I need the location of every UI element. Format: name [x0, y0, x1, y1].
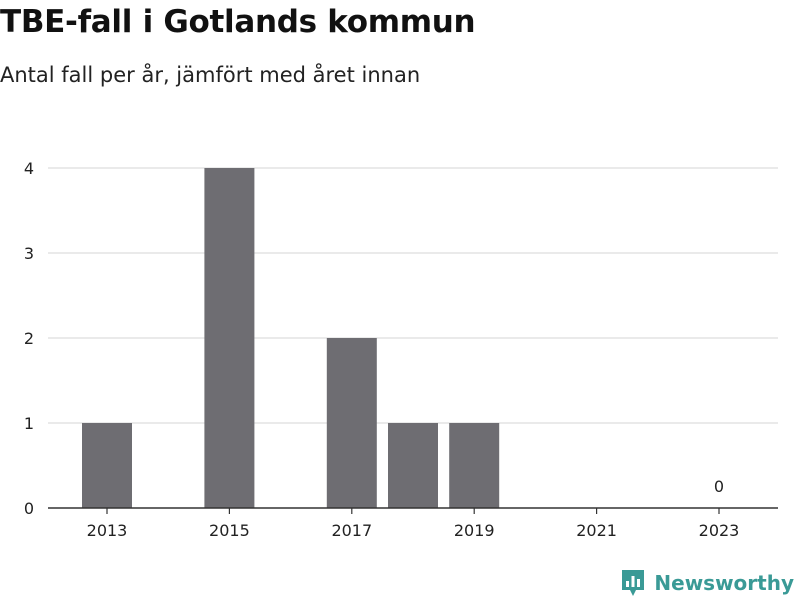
x-tick-label: 2019	[454, 521, 495, 540]
bar	[82, 423, 132, 508]
newsworthy-logo-icon	[622, 570, 645, 596]
bar	[449, 423, 500, 508]
y-tick-label: 3	[24, 244, 34, 263]
chart-title: TBE-fall i Gotlands kommun	[0, 4, 476, 40]
x-tick-label: 2015	[209, 521, 250, 540]
bar	[388, 423, 438, 508]
data-label: 0	[714, 477, 724, 496]
y-tick-label: 0	[24, 499, 34, 518]
x-tick-label: 2017	[331, 521, 372, 540]
y-tick-label: 4	[24, 159, 34, 178]
brand-name: Newsworthy	[654, 571, 794, 595]
y-tick-label: 2	[24, 329, 34, 348]
x-tick-label: 2021	[576, 521, 617, 540]
x-tick-label: 2023	[699, 521, 740, 540]
chart-subtitle: Antal fall per år, jämfört med året inna…	[0, 63, 421, 87]
brand-logo: Newsworthy	[620, 568, 794, 598]
bar	[204, 168, 255, 508]
y-tick-label: 1	[24, 414, 34, 433]
x-tick-label: 2013	[87, 521, 128, 540]
bar	[326, 338, 377, 508]
